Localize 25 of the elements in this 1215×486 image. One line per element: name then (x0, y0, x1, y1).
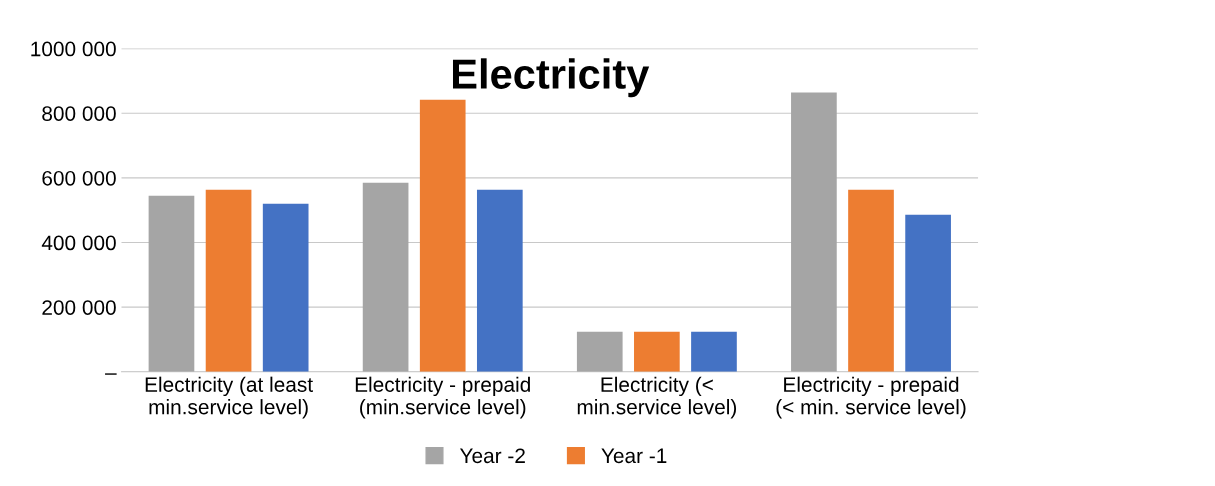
chart-title: Electricity (452, 58, 650, 98)
y-tick-label: 200 000 (42, 300, 116, 315)
bar (634, 331, 680, 372)
x-tick-label: Electricity (at least min.service level) (145, 376, 313, 419)
y-tick-label: 1000 000 (31, 41, 116, 57)
legend-label: Year -1 (601, 448, 667, 464)
bar (791, 92, 837, 372)
y-tick-label: – (105, 373, 117, 375)
bar (419, 99, 466, 372)
bar (205, 189, 252, 372)
bar (262, 203, 309, 372)
legend-label: Year -2 (459, 448, 525, 464)
bar (148, 195, 195, 372)
x-tick-label: Electricity - prepaid (min.service level) (355, 376, 530, 419)
bar (848, 189, 894, 372)
x-tick-label: Electricity (< min.service level) (577, 376, 737, 419)
bar (362, 182, 409, 372)
y-tick-label: 800 000 (42, 106, 116, 121)
bar (576, 331, 623, 372)
bar (905, 214, 951, 372)
bar (691, 331, 737, 372)
bar (476, 189, 523, 372)
x-tick-label: Electricity - prepaid (< min. service level) (776, 376, 966, 419)
y-tick-label: 600 000 (42, 170, 116, 186)
y-tick-label: 400 000 (41, 235, 116, 251)
